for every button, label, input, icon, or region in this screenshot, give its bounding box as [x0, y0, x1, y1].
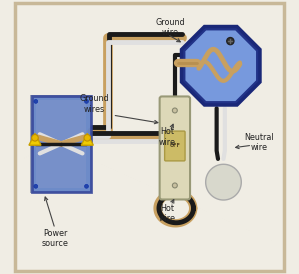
Polygon shape — [81, 133, 93, 145]
FancyBboxPatch shape — [36, 100, 86, 188]
Circle shape — [84, 135, 91, 141]
Circle shape — [85, 184, 89, 188]
Circle shape — [173, 108, 177, 113]
FancyBboxPatch shape — [165, 131, 185, 161]
Polygon shape — [211, 169, 236, 178]
FancyBboxPatch shape — [160, 96, 190, 199]
Circle shape — [32, 135, 38, 141]
Circle shape — [85, 99, 89, 103]
FancyBboxPatch shape — [32, 96, 91, 192]
Text: OFF: OFF — [170, 144, 180, 149]
FancyBboxPatch shape — [30, 95, 92, 193]
Circle shape — [34, 184, 38, 188]
Text: Hot
wire: Hot wire — [159, 127, 176, 147]
Polygon shape — [29, 133, 41, 145]
Text: Power
source: Power source — [42, 229, 68, 248]
Circle shape — [227, 38, 234, 45]
Polygon shape — [206, 164, 241, 200]
Text: Neutral
wire: Neutral wire — [244, 133, 274, 152]
Text: Hot
wire: Hot wire — [159, 204, 176, 223]
Circle shape — [34, 99, 38, 103]
Text: Ground
wire: Ground wire — [155, 18, 185, 37]
Polygon shape — [181, 27, 260, 105]
Circle shape — [173, 183, 177, 188]
Text: Ground
wires: Ground wires — [80, 95, 109, 114]
Polygon shape — [185, 30, 256, 101]
